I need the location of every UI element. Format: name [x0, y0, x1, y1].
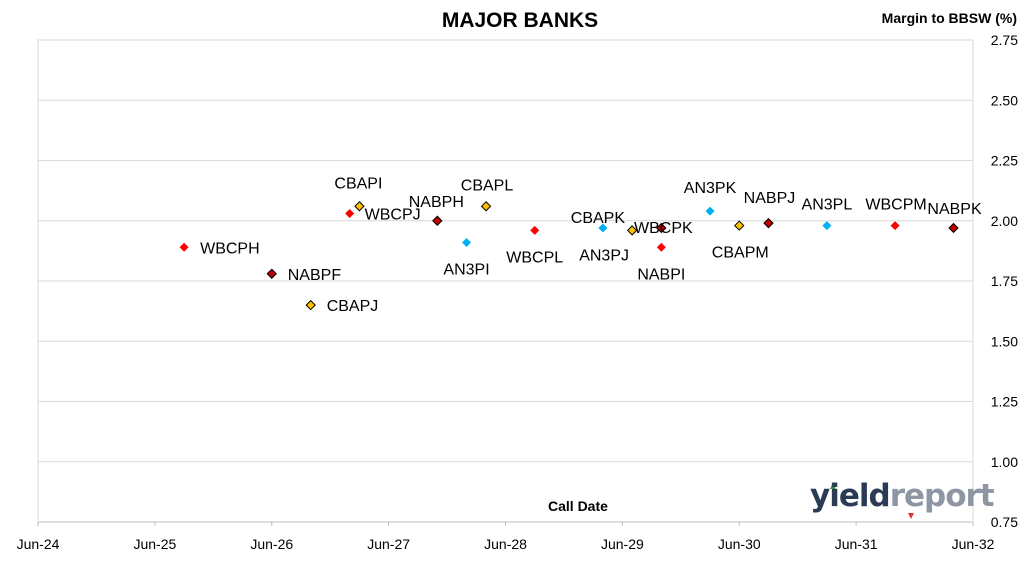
data-label: NABPH: [409, 194, 464, 211]
y-tick-label: 1.25: [991, 394, 1018, 410]
data-label: WBCPL: [506, 249, 563, 266]
x-tick-label: Jun-31: [835, 536, 878, 552]
data-point: [354, 201, 365, 212]
x-tick-label: Jun-24: [17, 536, 60, 552]
y-tick-label: 0.75: [991, 514, 1018, 530]
data-point: [598, 223, 608, 233]
data-label: CBAPM: [712, 245, 769, 262]
logo-up-arrow-icon: [830, 483, 836, 489]
data-label: AN3PJ: [579, 247, 629, 264]
x-tick-label: Jun-30: [718, 536, 761, 552]
y-tick-label: 1.50: [991, 333, 1018, 349]
data-label: CBAPL: [461, 177, 514, 194]
y-tick-label: 1.00: [991, 454, 1018, 470]
y-tick-label: 2.75: [991, 32, 1018, 48]
data-point: [179, 242, 189, 252]
data-point: [432, 215, 443, 226]
data-label: WBCPM: [865, 197, 926, 214]
y-axis-title: Margin to BBSW (%): [881, 10, 1017, 26]
data-point: [705, 206, 715, 216]
data-label: AN3PL: [802, 197, 853, 214]
data-point: [305, 299, 316, 311]
x-tick-label: Jun-27: [367, 536, 410, 552]
data-point: [763, 217, 774, 229]
data-point: [656, 242, 666, 252]
data-point: [656, 222, 667, 234]
data-point: [626, 225, 638, 236]
data-label: WBCPH: [200, 240, 260, 257]
data-label: NABPI: [637, 266, 685, 283]
data-label: AN3PK: [684, 180, 737, 197]
y-tick-label: 1.75: [991, 273, 1018, 289]
data-label: CBAPI: [334, 175, 382, 192]
data-label: NABPJ: [744, 190, 796, 207]
x-tick-label: Jun-26: [250, 536, 293, 552]
data-point: [480, 201, 492, 212]
logo-part-yield: yield: [810, 478, 891, 514]
x-axis-title: Call Date: [548, 498, 608, 514]
data-label: CBAPK: [571, 210, 626, 227]
yieldreport-logo: yieldreport: [810, 478, 995, 514]
x-tick-label: Jun-29: [601, 536, 644, 552]
data-point: [266, 268, 277, 279]
data-label: AN3PI: [443, 261, 489, 278]
y-tick-label: 2.25: [991, 153, 1018, 169]
y-tick-label: 2.50: [991, 92, 1018, 108]
x-tick-label: Jun-32: [952, 536, 995, 552]
data-point: [734, 220, 745, 231]
data-point: [345, 209, 355, 219]
data-label: WBCPK: [634, 220, 693, 237]
data-point: [948, 222, 959, 234]
logo-part-report: report: [889, 478, 995, 514]
data-label: NABPK: [927, 201, 982, 218]
chart-title: MAJOR BANKS: [441, 9, 599, 32]
x-tick-label: Jun-25: [133, 536, 176, 552]
data-point: [822, 221, 832, 231]
data-label: NABPF: [288, 267, 342, 284]
x-tick-label: Jun-28: [484, 536, 527, 552]
data-label: WBCPJ: [365, 207, 421, 224]
data-label: CBAPJ: [327, 298, 379, 315]
data-point: [530, 225, 540, 235]
logo-down-arrow-icon: [908, 513, 914, 519]
y-tick-label: 2.00: [991, 213, 1018, 229]
data-point: [890, 221, 900, 231]
data-point: [462, 237, 472, 247]
